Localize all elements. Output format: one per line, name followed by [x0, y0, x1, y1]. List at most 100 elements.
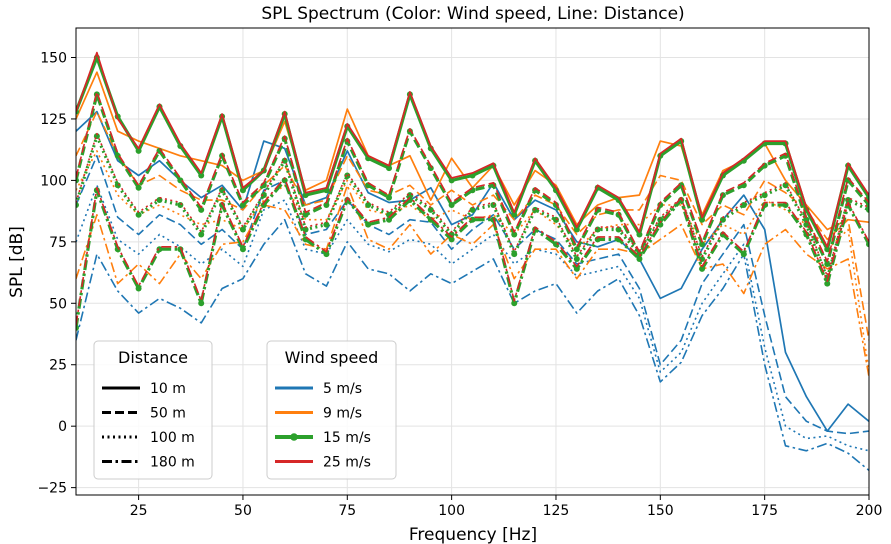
series-marker — [448, 236, 455, 243]
series-marker — [782, 182, 789, 189]
chart-title: SPL Spectrum (Color: Wind speed, Line: D… — [261, 4, 684, 24]
series-marker — [552, 216, 559, 223]
axis-ticks: 25 50 75 100 125 150 175 200 −25 0 25 50 75 100 125 150 — [37, 50, 882, 519]
legend-distance: Distance 10 m 50 m 100 m 180 m — [93, 340, 213, 480]
series-marker — [386, 194, 393, 201]
legend-label: 9 m/s — [323, 406, 362, 422]
series-marker — [260, 192, 267, 199]
series-marker — [198, 206, 205, 213]
series-marker — [573, 265, 580, 272]
y-tick-label: 150 — [40, 50, 67, 66]
series-marker — [386, 216, 393, 223]
series-marker — [239, 187, 246, 194]
series-marker — [114, 152, 121, 159]
legend-label: 25 m/s — [323, 455, 371, 471]
legend-label: 10 m — [150, 381, 186, 397]
x-tick-label: 25 — [130, 503, 148, 519]
series-line-15ms-180m — [76, 178, 869, 329]
series-line-5ms-10m — [76, 110, 869, 432]
series-marker — [76, 324, 79, 331]
series-marker — [573, 256, 580, 263]
series-marker — [866, 241, 869, 248]
series-marker — [76, 201, 79, 208]
legend-title: Distance — [118, 348, 188, 367]
series-marker — [740, 201, 747, 208]
series-marker — [866, 206, 869, 213]
series-marker — [511, 231, 518, 238]
series-marker — [323, 251, 330, 258]
series-marker — [740, 251, 747, 258]
x-axis-label: Frequency [Hz] — [409, 525, 537, 544]
y-tick-label: 50 — [49, 296, 67, 312]
series-marker — [135, 147, 142, 154]
y-tick-label: 25 — [49, 358, 67, 374]
legend-label: 180 m — [150, 455, 195, 471]
series-line-25ms-180m — [76, 177, 869, 326]
series-marker — [323, 221, 330, 228]
series-line-5ms-100m — [76, 184, 869, 452]
series-marker — [135, 211, 142, 218]
legend-box — [93, 340, 213, 480]
y-tick-label: 75 — [49, 235, 67, 251]
legend-marker — [290, 433, 298, 441]
x-tick-label: 100 — [438, 503, 465, 519]
series-marker — [365, 201, 372, 208]
series-marker — [699, 265, 706, 272]
legend-wind-speed: Wind speed 5 m/s 9 m/s 15 m/s 25 m/s — [266, 340, 397, 480]
series-marker — [824, 280, 831, 287]
legend-box — [266, 340, 397, 480]
legend-label: 50 m — [150, 406, 186, 422]
y-tick-label: 125 — [40, 112, 67, 128]
series-marker — [76, 177, 79, 184]
y-tick-label: 100 — [40, 173, 67, 189]
series-marker — [699, 216, 706, 223]
y-tick-label: −25 — [37, 481, 67, 497]
series-marker — [761, 192, 768, 199]
legend-title: Wind speed — [285, 348, 379, 367]
series-marker — [239, 201, 246, 208]
series-marker — [260, 201, 267, 208]
x-tick-label: 125 — [543, 503, 570, 519]
series-line-5ms-50m — [76, 155, 869, 435]
x-tick-label: 175 — [751, 503, 778, 519]
y-tick-label: 0 — [58, 419, 67, 435]
series-marker — [824, 260, 831, 267]
series-marker — [281, 177, 288, 184]
series-marker — [594, 226, 601, 233]
series-marker — [365, 221, 372, 228]
x-tick-label: 200 — [856, 503, 883, 519]
series-marker — [177, 201, 184, 208]
series-line-9ms-50m — [76, 110, 869, 341]
series-marker — [135, 184, 142, 191]
series-marker — [135, 285, 142, 292]
series-marker — [114, 246, 121, 253]
series-marker — [198, 231, 205, 238]
series-line-25ms-10m — [76, 51, 869, 248]
series-marker — [323, 201, 330, 208]
series-marker — [511, 211, 518, 218]
series-marker — [448, 201, 455, 208]
series-marker — [239, 246, 246, 253]
series-marker — [448, 177, 455, 184]
legend-label: 5 m/s — [323, 381, 362, 397]
series-marker — [532, 206, 539, 213]
series-marker — [699, 241, 706, 248]
x-tick-label: 50 — [234, 503, 252, 519]
series-marker — [386, 165, 393, 172]
series-marker — [198, 300, 205, 307]
series-lines — [76, 51, 869, 472]
y-axis-label: SPL [dB] — [7, 226, 27, 298]
series-marker — [114, 182, 121, 189]
x-tick-label: 75 — [338, 503, 356, 519]
legend-label: 100 m — [150, 430, 195, 446]
series-marker — [573, 226, 580, 233]
series-marker — [615, 226, 622, 233]
series-line-5ms-180m — [76, 218, 869, 472]
series-marker — [824, 246, 831, 253]
series-marker — [302, 211, 309, 218]
series-marker — [427, 206, 434, 213]
legend-label: 15 m/s — [323, 430, 371, 446]
series-line-25ms-50m — [76, 91, 869, 263]
series-marker — [302, 192, 309, 199]
